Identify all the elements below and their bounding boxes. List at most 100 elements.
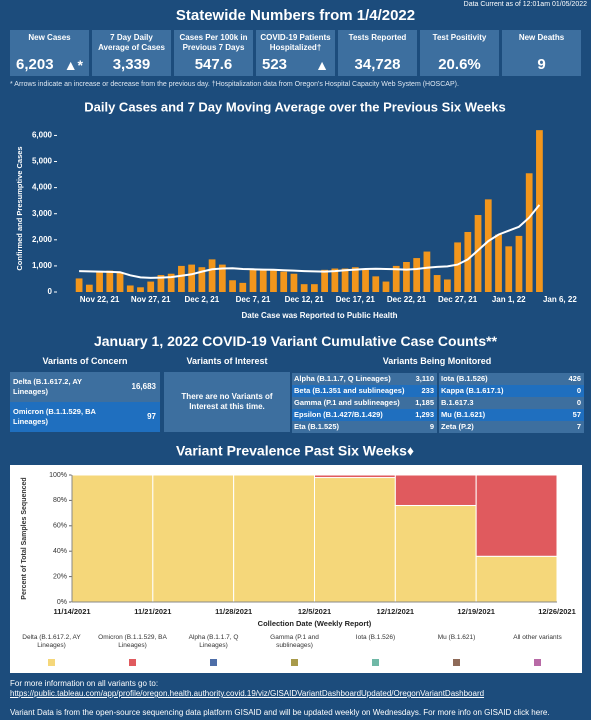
bar [341,268,349,292]
variant-row: B.1.617.3 0 [439,397,584,409]
variant-count: 426 [568,374,581,383]
kpi-value: 523 [262,56,288,73]
y-tick-label: 20% [53,573,67,580]
y-tick-label: 6,000 [32,131,53,140]
y-tick-label: 3,000 [32,209,53,218]
variant-count: 57 [572,410,581,419]
footer-info: For more information on all variants go … [10,679,159,688]
variant-name: Iota (B.1.526) [441,374,488,383]
chart-title: Variant Prevalence Past Six Weeks♦ [176,443,414,459]
variant-count: 3,110 [415,374,434,383]
legend-swatch [372,659,379,666]
variant-name: Mu (B.1.621) [441,410,486,419]
kpi-box: Test Positivity 20.6% [420,30,499,76]
legend-swatch [210,659,217,666]
bar [280,271,288,292]
x-tick-label: 12/26/2021 [538,607,576,616]
bar [331,268,339,292]
y-tick-label: 80% [53,497,67,504]
kpi-value: 34,728 [354,56,401,73]
bar [208,259,216,292]
y-tick-label: 4,000 [32,183,53,192]
kpi-indicator: ▲ [315,57,329,73]
variant-name: Gamma (P.1 and sublineages) [294,398,400,407]
legend-label: Mu (B.1.621) [437,634,476,641]
kpi-label: New Cases [28,33,71,42]
bar [188,264,196,292]
x-tick-label: Dec 2, 21 [185,295,220,304]
bar [147,281,155,292]
kpi-box: New Cases 6,203 ▲* [10,30,89,76]
variant-row: Eta (B.1.525) 9 [292,421,437,433]
x-tick-label: Jan 1, 22 [492,295,526,304]
variant-count: 16,683 [131,382,156,391]
bar-segment [475,555,558,603]
x-tick-label: Jan 6, 22 [543,295,577,304]
bar [218,264,226,292]
footnote: * Arrows indicate an increase or decreas… [10,81,459,88]
variant-name: Delta (B.1.617.2, AY Lineages) [13,377,82,396]
bar [525,173,533,292]
x-axis-label: Collection Date (Weekly Report) [258,619,372,628]
variant-name: Omicron (B.1.1.529, BA Lineages) [13,407,96,426]
variant-count: 0 [576,386,581,395]
data-current: Data Current as of 12:01am 01/05/2022 [463,1,587,8]
x-tick-label: 12/19/2021 [457,607,495,616]
kpi-indicator: ▲* [63,57,83,73]
bar [270,270,277,292]
variant-count: 233 [421,386,434,395]
kpi-box: COVID-19 Patients Hospitalized† 523 ▲ [256,30,335,76]
bar [536,130,543,292]
legend-swatch [48,659,55,666]
variant-name: B.1.617.3 [441,398,474,407]
variant-row: Omicron (B.1.1.529, BA Lineages) 97 [10,402,160,432]
kpi-value: 6,203 [16,56,54,73]
footer-link[interactable]: https://public.tableau.com/app/profile/o… [10,689,485,698]
variant-name: Alpha (B.1.1.7, Q Lineages) [294,374,391,383]
section-heading: Variants Being Monitored [382,356,492,366]
bar [106,270,114,292]
bar [454,242,461,292]
x-tick-label: Dec 27, 21 [438,295,478,304]
x-tick-label: Dec 17, 21 [336,295,376,304]
x-tick-label: 11/28/2021 [215,607,252,616]
variant-row: Beta (B.1.351 and sublineages) 233 [292,385,437,397]
variant-row: Zeta (P.2) 7 [439,421,584,433]
chart-title: Daily Cases and 7 Day Moving Average ove… [84,99,505,114]
bar [413,258,421,292]
bar [433,275,441,292]
bar [505,246,513,292]
y-tick-label: 0 [48,287,53,296]
variants-title: January 1, 2022 COVID-19 Variant Cumulat… [93,333,498,349]
y-tick-label: 60% [53,523,67,530]
bar [178,265,185,292]
x-tick-label: Dec 7, 21 [236,295,271,304]
variant-name: Epsilon (B.1.427/B.1.429) [294,410,383,419]
variant-count: 97 [147,412,156,421]
y-tick-label: 40% [53,548,67,555]
bar [249,268,257,292]
legend-label: Delta (B.1.617.2, AY Lineages) [22,634,81,649]
bar [259,269,267,292]
footer-note[interactable]: Variant Data is from the open-source seq… [10,708,550,717]
bar [382,281,390,292]
variant-row: Kappa (B.1.617.1) 0 [439,385,584,397]
bar-segment [394,474,477,506]
y-axis-label: Confirmed and Presumptive Cases [15,146,24,270]
section-heading: Variants of Interest [186,356,268,366]
bar-segment [152,474,235,603]
bar [403,261,410,292]
bar [137,287,144,292]
variant-name: Kappa (B.1.617.1) [441,386,504,395]
bar-segment [233,474,316,603]
interest-box: There are no Variants of Interest at thi… [164,372,290,432]
y-tick-label: 0% [57,599,67,606]
bar [443,279,451,292]
kpi-label: New Deaths [518,33,565,42]
x-tick-label: 12/5/2021 [298,607,331,616]
bar [474,215,482,292]
variant-name: Beta (B.1.351 and sublineages) [294,386,405,395]
bar [96,271,103,292]
bar [351,267,359,292]
